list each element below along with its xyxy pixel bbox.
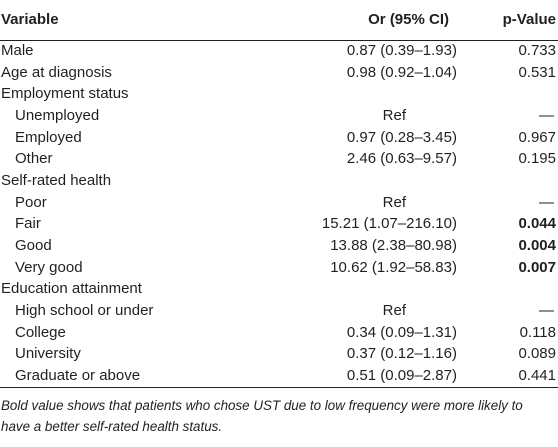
row-or-ci: 15.21 (1.07–216.10) — [321, 215, 457, 233]
row-p-value-significant: 0.004 — [518, 237, 556, 255]
table-row: Other 2.46 (0.63–9.57) 0.195 — [0, 148, 558, 170]
row-or-ci: 0.34 (0.09–1.31) — [346, 323, 457, 341]
table-row: Graduate or above 0.51 (0.09–2.87) 0.441 — [0, 365, 558, 387]
row-or-ci: Ref — [382, 193, 406, 211]
table-row: Age at diagnosis 0.98 (0.92–1.04) 0.531 — [0, 62, 558, 84]
row-variable: Fair — [15, 215, 41, 233]
row-group-label: Education attainment — [1, 280, 142, 298]
row-or-ci: 0.37 (0.12–1.16) — [346, 345, 457, 363]
row-or-ci: 0.98 (0.92–1.04) — [346, 63, 457, 81]
table-row: Very good 10.62 (1.92–58.83) 0.007 — [0, 257, 558, 279]
table-row: High school or under Ref — — [0, 300, 558, 322]
results-table: Variable Or (95% CI) p-Value Male 0.87 (… — [0, 0, 558, 387]
row-or-ci — [218, 83, 461, 105]
row-or-ci: 0.51 (0.09–2.87) — [346, 366, 457, 384]
row-group-label: Employment status — [1, 85, 129, 103]
row-variable: Male — [1, 42, 34, 60]
table-row: Employed 0.97 (0.28–3.45) 0.967 — [0, 127, 558, 149]
row-variable: Graduate or above — [15, 366, 141, 384]
row-variable: Employed — [15, 128, 82, 146]
table-row: University 0.37 (0.12–1.16) 0.089 — [0, 344, 558, 366]
table-footnote: Bold value shows that patients who chose… — [1, 397, 523, 434]
header-row: Variable Or (95% CI) p-Value — [0, 0, 558, 40]
row-p-value: 0.967 — [518, 128, 556, 146]
row-or-ci: 0.97 (0.28–3.45) — [346, 128, 457, 146]
table-row-group: Education attainment — [0, 279, 558, 301]
row-variable: Good — [15, 237, 52, 255]
row-variable: College — [15, 323, 66, 341]
row-p-value: 0.531 — [518, 63, 556, 81]
row-p-value — [461, 83, 558, 105]
row-p-value: — — [539, 106, 554, 124]
row-or-ci: Ref — [382, 106, 406, 124]
row-p-value — [461, 170, 558, 192]
row-variable: Unemployed — [15, 106, 100, 124]
row-or-ci — [218, 170, 461, 192]
row-p-value: 0.733 — [518, 42, 556, 60]
row-variable: University — [15, 345, 81, 363]
row-or-ci: 0.87 (0.39–1.93) — [346, 42, 457, 60]
results-table-container: Variable Or (95% CI) p-Value Male 0.87 (… — [0, 0, 558, 434]
row-or-ci: 13.88 (2.38–80.98) — [330, 237, 457, 255]
table-row-group: Employment status — [0, 83, 558, 105]
row-p-value: 0.089 — [518, 345, 556, 363]
table-row: Poor Ref — — [0, 192, 558, 214]
row-p-value: — — [539, 193, 554, 211]
row-p-value: 0.118 — [519, 323, 556, 341]
row-or-ci — [218, 279, 461, 301]
table-row: Good 13.88 (2.38–80.98) 0.004 — [0, 235, 558, 257]
header-p-value: p-Value — [502, 11, 556, 29]
table-row: Fair 15.21 (1.07–216.10) 0.044 — [0, 214, 558, 236]
row-or-ci: 2.46 (0.63–9.57) — [346, 150, 457, 168]
row-variable: Very good — [15, 258, 83, 276]
table-row: College 0.34 (0.09–1.31) 0.118 — [0, 322, 558, 344]
row-p-value: 0.441 — [518, 366, 556, 384]
row-p-value-significant: 0.007 — [518, 258, 556, 276]
table-body: Male 0.87 (0.39–1.93) 0.733 Age at diagn… — [0, 40, 558, 387]
table-row: Male 0.87 (0.39–1.93) 0.733 — [0, 40, 558, 62]
row-p-value: 0.195 — [518, 150, 556, 168]
row-or-ci: 10.62 (1.92–58.83) — [330, 258, 457, 276]
row-variable: Poor — [15, 193, 47, 211]
header-variable: Variable — [1, 11, 59, 29]
row-p-value — [461, 279, 558, 301]
row-variable: Age at diagnosis — [1, 63, 112, 81]
table-row: Unemployed Ref — — [0, 105, 558, 127]
row-variable: Other — [15, 150, 53, 168]
row-p-value: — — [539, 302, 554, 320]
table-header: Variable Or (95% CI) p-Value — [0, 0, 558, 40]
row-variable: High school or under — [15, 302, 154, 320]
table-row-group: Self-rated health — [0, 170, 558, 192]
header-or-ci: Or (95% CI) — [368, 11, 449, 29]
row-group-label: Self-rated health — [1, 171, 112, 189]
row-or-ci: Ref — [382, 302, 406, 320]
row-p-value-significant: 0.044 — [518, 215, 556, 233]
